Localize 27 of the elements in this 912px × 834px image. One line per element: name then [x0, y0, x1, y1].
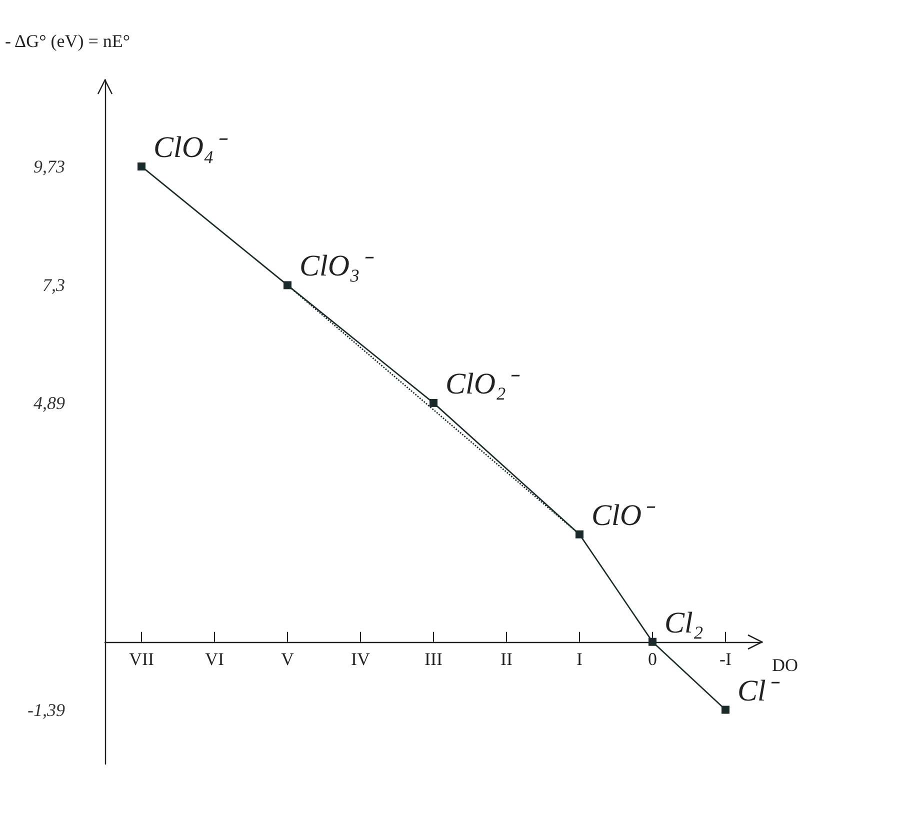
- x-tick-label: V: [281, 648, 294, 669]
- x-tick-label: VI: [205, 648, 224, 669]
- y-tick-label: 9,73: [34, 156, 65, 176]
- x-tick-label: II: [500, 648, 512, 669]
- y-tick-label: 4,89: [34, 392, 65, 413]
- x-tick-label: IV: [351, 648, 370, 669]
- x-tick-label: III: [424, 648, 442, 669]
- annotation: ClO₂⁻: [446, 367, 520, 400]
- point: [722, 706, 730, 714]
- point: [648, 638, 656, 646]
- point: [284, 281, 292, 290]
- x-tick-label: VII: [129, 648, 154, 669]
- annotation: ClO₄⁻: [154, 130, 228, 164]
- annotation: Cl₂: [664, 606, 704, 640]
- y-axis-title: - ΔG° (eV) = nE°: [5, 31, 130, 51]
- y-tick-label: -1,39: [28, 700, 65, 720]
- point: [138, 162, 146, 170]
- point: [430, 398, 438, 407]
- point: [576, 530, 584, 538]
- annotation: ClO₃⁻: [300, 250, 374, 283]
- annotation: ClO⁻: [592, 498, 656, 532]
- x-axis-title: DO: [772, 654, 798, 675]
- annotation: Cl⁻: [738, 674, 780, 708]
- y-tick-label: 7,3: [42, 275, 65, 296]
- x-tick-label: 0: [648, 648, 657, 669]
- x-tick-label: -I: [720, 648, 732, 669]
- x-tick-label: I: [576, 648, 582, 669]
